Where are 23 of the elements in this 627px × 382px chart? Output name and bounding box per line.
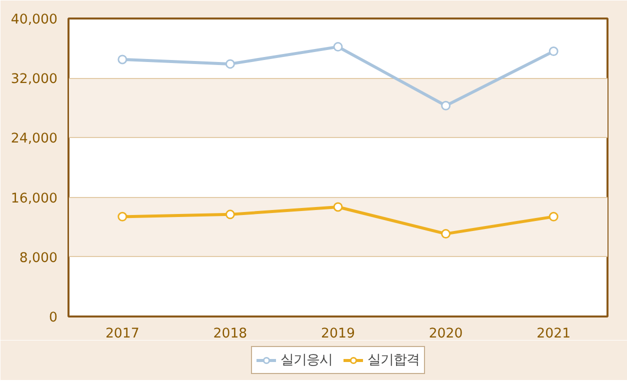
x-tick-label: 2017 bbox=[105, 326, 140, 342]
point bbox=[225, 59, 235, 69]
legend-label: 실기응시 bbox=[280, 352, 332, 369]
point bbox=[548, 212, 558, 222]
point bbox=[118, 54, 128, 64]
y-tick-label: 8,000 bbox=[19, 250, 58, 266]
x-tick-label: 2020 bbox=[428, 326, 463, 342]
point bbox=[225, 210, 235, 220]
legend-label: 실기합격 bbox=[368, 352, 420, 369]
y-tick-label: 32,000 bbox=[10, 72, 58, 88]
y-tick-label: 16,000 bbox=[10, 191, 58, 206]
y-tick-label: 0 bbox=[49, 310, 58, 326]
point bbox=[118, 212, 128, 222]
y-tick-label: 40,000 bbox=[10, 12, 58, 28]
x-tick-label: 2021 bbox=[536, 326, 571, 342]
point bbox=[333, 42, 343, 52]
point bbox=[441, 100, 451, 110]
y-tick-label: 24,000 bbox=[10, 132, 58, 147]
x-tick-label: 2018 bbox=[213, 326, 248, 342]
point bbox=[333, 202, 343, 212]
point bbox=[548, 46, 558, 56]
x-tick-label: 2019 bbox=[321, 326, 355, 342]
point bbox=[441, 229, 451, 239]
